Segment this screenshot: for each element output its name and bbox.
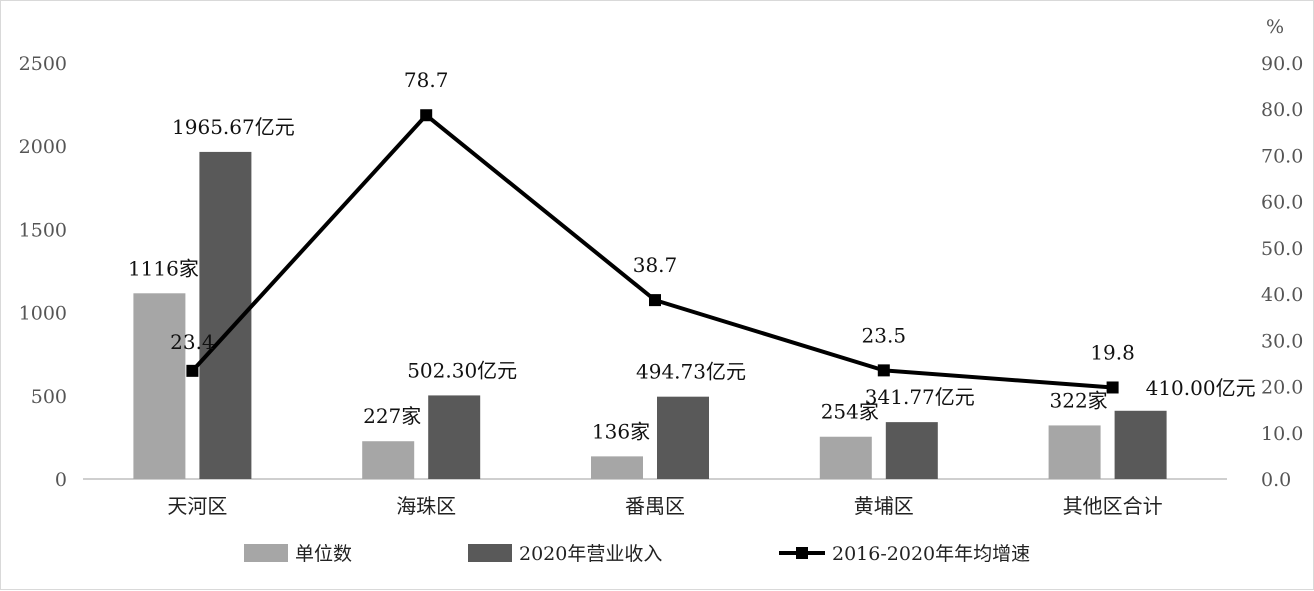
line-data-label: 19.8 xyxy=(1090,340,1135,364)
bar[interactable] xyxy=(362,441,415,479)
legend-swatch-units xyxy=(244,544,288,562)
right-tick-label: 10.0 xyxy=(1261,423,1303,445)
right-tick-label: 50.0 xyxy=(1261,238,1303,260)
bar[interactable] xyxy=(657,396,709,479)
bar-data-label: 494.73亿元 xyxy=(636,360,746,384)
line-data-label: 38.7 xyxy=(633,253,678,277)
left-tick-label: 2000 xyxy=(19,136,67,158)
category-label: 其他区合计 xyxy=(1063,494,1163,518)
line-data-label: 23.5 xyxy=(862,323,907,347)
bar-data-label: 502.30亿元 xyxy=(407,358,517,382)
right-axis-unit: % xyxy=(1266,16,1284,38)
right-tick-label: 60.0 xyxy=(1261,192,1303,214)
bar[interactable] xyxy=(885,422,938,479)
right-tick-label: 20.0 xyxy=(1261,377,1303,399)
right-tick-label: 30.0 xyxy=(1261,330,1303,352)
bar-data-label: 1965.67亿元 xyxy=(172,115,295,139)
bar-data-label: 1116家 xyxy=(128,256,199,280)
bar-data-label: 341.77亿元 xyxy=(865,385,975,409)
left-tick-label: 0 xyxy=(55,469,67,491)
legend-label: 2020年营业收入 xyxy=(519,543,662,565)
legend-swatch-revenue xyxy=(468,544,512,562)
line-marker[interactable] xyxy=(649,294,661,307)
category-label: 海珠区 xyxy=(396,494,456,518)
line-marker[interactable] xyxy=(420,109,433,122)
category-label: 天河区 xyxy=(167,494,227,518)
legend-marker-growth xyxy=(796,547,808,559)
category-label: 番禺区 xyxy=(625,494,685,518)
left-tick-label: 1000 xyxy=(19,303,67,325)
bar[interactable] xyxy=(591,456,643,479)
bar[interactable] xyxy=(1114,410,1167,479)
left-tick-label: 2500 xyxy=(19,53,67,75)
right-tick-label: 0.0 xyxy=(1261,469,1291,491)
bar-data-label: 136家 xyxy=(592,419,650,443)
bar-data-label: 322家 xyxy=(1050,388,1108,412)
growth-line xyxy=(190,113,1113,390)
right-tick-label: 90.0 xyxy=(1261,53,1303,75)
legend-label: 2016-2020年年均增速 xyxy=(832,543,1030,565)
right-tick-label: 80.0 xyxy=(1261,99,1303,121)
line-marker[interactable] xyxy=(1106,381,1119,394)
category-label: 黄埔区 xyxy=(854,494,914,518)
legend-label: 单位数 xyxy=(295,543,352,565)
left-tick-label: 500 xyxy=(31,386,67,408)
left-tick-label: 1500 xyxy=(19,219,67,241)
right-tick-label: 40.0 xyxy=(1261,284,1303,306)
bar[interactable] xyxy=(428,395,481,479)
line-marker[interactable] xyxy=(877,364,890,377)
bar-data-label: 410.00亿元 xyxy=(1146,376,1256,400)
bar-data-label: 227家 xyxy=(363,404,421,428)
line-data-label: 78.7 xyxy=(404,68,449,92)
right-tick-label: 70.0 xyxy=(1261,145,1303,167)
line-data-label: 23.4 xyxy=(170,330,215,354)
bar-data-label: 254家 xyxy=(821,400,879,424)
bar[interactable] xyxy=(133,293,186,479)
bar[interactable] xyxy=(819,436,872,479)
bar[interactable] xyxy=(1048,425,1101,479)
line-marker[interactable] xyxy=(186,364,199,377)
